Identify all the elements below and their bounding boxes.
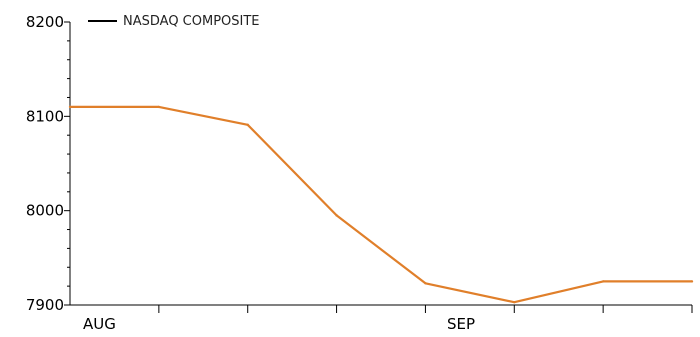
data-point [68,105,72,109]
y-axis-ticks: 7900 8000 8100 8200 [26,13,70,314]
y-tick-label: 8100 [26,107,64,125]
data-point [601,280,605,283]
x-tick-label: AUG [83,315,116,333]
y-tick-label: 8000 [26,202,64,220]
series-line-nasdaq-composite [70,105,692,304]
data-point [157,105,161,109]
data-point [513,300,516,304]
data-point [424,282,427,285]
data-point [246,123,249,127]
chart-axes [69,22,692,306]
chart-legend: NASDAQ COMPOSITE [88,14,260,29]
x-tick-label: SEP [447,315,475,333]
data-point [335,214,338,217]
data-point [690,280,694,283]
y-tick-label: 7900 [26,296,64,314]
legend-label-nasdaq-composite: NASDAQ COMPOSITE [123,14,260,29]
x-axis-ticks: AUG SEP [83,305,693,333]
chart-series [68,105,694,304]
y-tick-label: 8200 [26,13,64,31]
